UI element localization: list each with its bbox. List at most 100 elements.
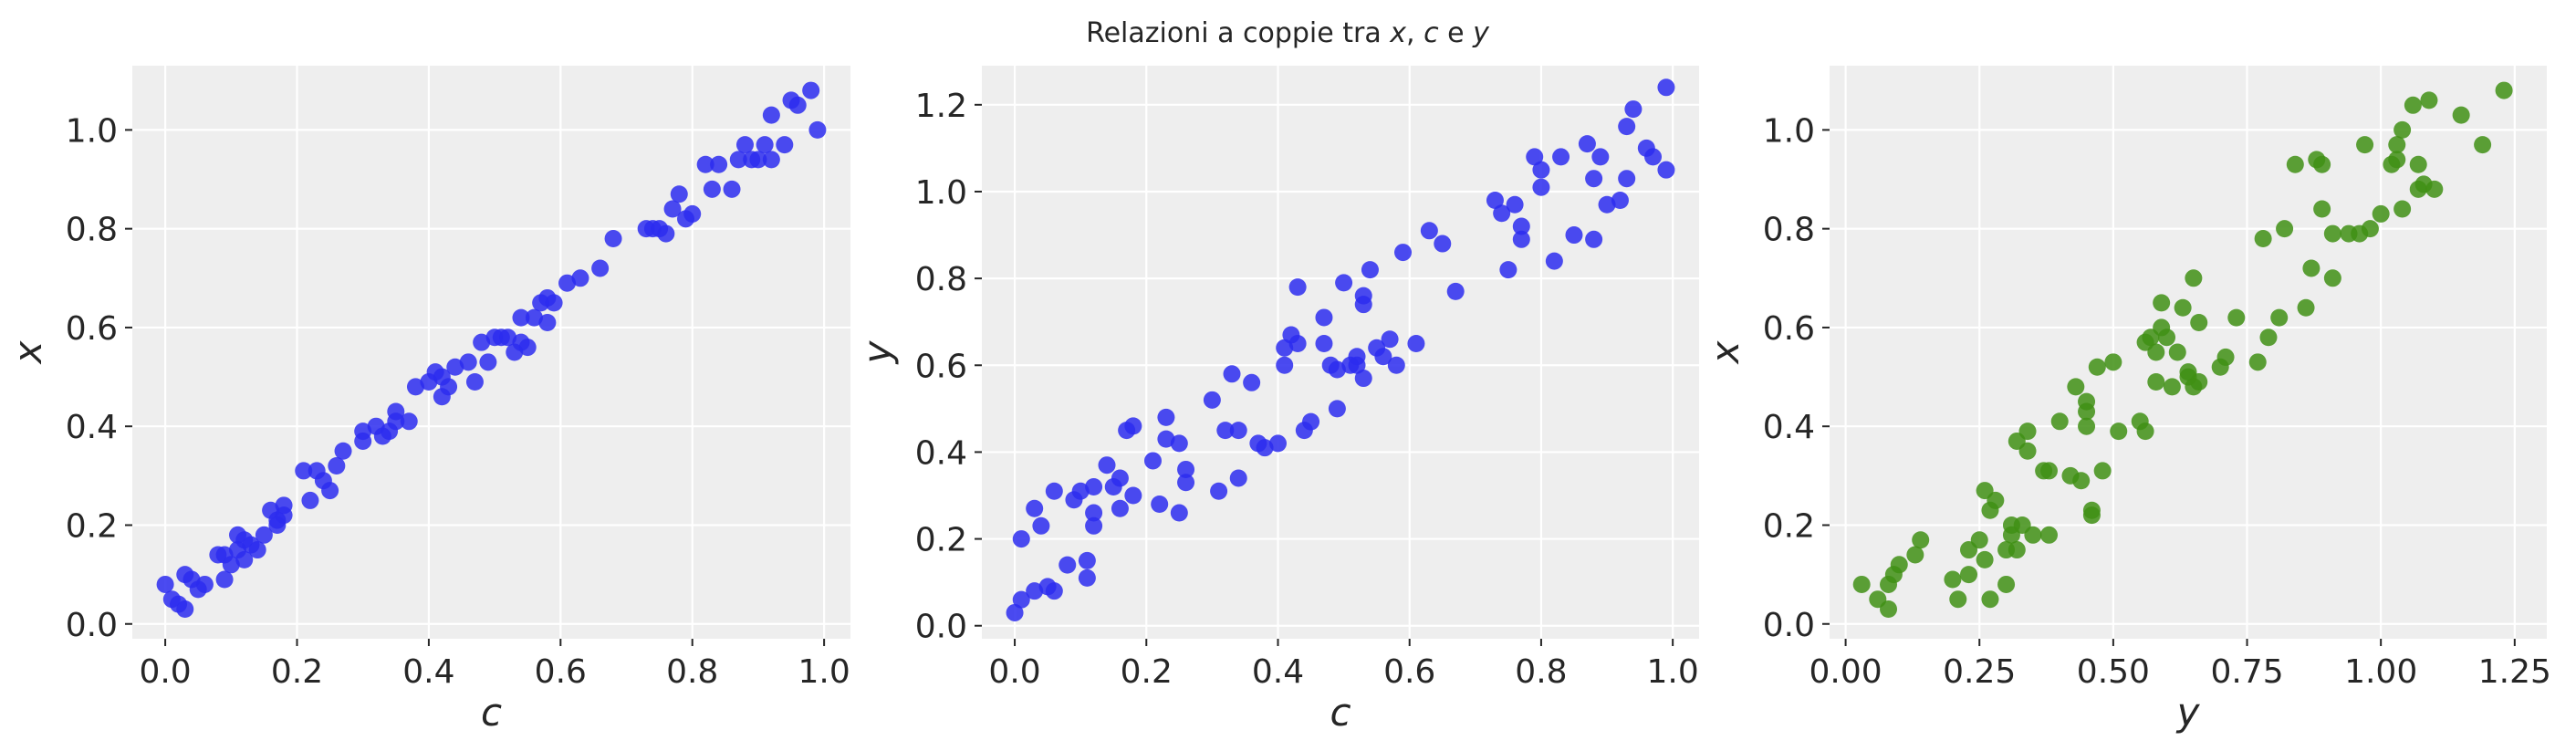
scatter-point (749, 151, 767, 169)
scatter-point (525, 308, 543, 327)
scatter-point (2147, 372, 2165, 391)
x-tick-label: 1.25 (2478, 653, 2551, 691)
scatter-point (1078, 568, 1096, 587)
scatter-point (2153, 294, 2171, 312)
scatter-point (1912, 531, 1930, 549)
scatter-point (1012, 590, 1030, 609)
scatter-point (1256, 439, 1274, 457)
scatter-point (1098, 456, 1116, 475)
y-tick-label: 0.4 (66, 409, 118, 446)
scatter-point (1045, 482, 1063, 500)
scatter-point (1348, 356, 1366, 374)
x-tick-label: 0.75 (2210, 653, 2283, 691)
scatter-point (2185, 269, 2203, 287)
scatter-point (1006, 603, 1024, 621)
scatter-point (1578, 135, 1596, 153)
scatter-series (156, 81, 827, 619)
scatter-point (459, 353, 477, 371)
scatter-point (1657, 78, 1675, 97)
scatter-point (248, 541, 266, 559)
scatter-point (1170, 504, 1188, 522)
scatter-point (2420, 91, 2438, 110)
scatter-point (1506, 195, 1524, 214)
scatter-point (2190, 314, 2208, 332)
scatter-point (1591, 148, 1610, 166)
scatter-point (195, 575, 214, 593)
y-tick-label: 0.0 (1763, 607, 1815, 644)
scatter-point (2136, 422, 2154, 441)
subplot-2: 0.0 0.2 0.4 0.6 0.8 1.0 0.0 0.2 0.4 0.6 0.8 1.0 1.2 c… (855, 66, 1699, 735)
scatter-point (2227, 308, 2246, 327)
scatter-point (1243, 373, 1261, 391)
plot-area (982, 66, 1699, 639)
y-tick-label: 1.2 (915, 88, 967, 125)
y-tick-label: 0.2 (66, 507, 118, 545)
subplots: 0.0 0.2 0.4 0.6 0.8 1.00.00.20.40.60.81.0cx0.… (5, 66, 2551, 735)
y-tick-label: 0.8 (915, 261, 967, 298)
scatter-point (1203, 391, 1221, 409)
scatter-point (2270, 308, 2289, 327)
scatter-point (1361, 261, 1379, 279)
scatter-point (2452, 106, 2470, 124)
scatter-point (1288, 334, 1307, 352)
scatter-point (1434, 235, 1452, 253)
x-tick-label: 1.0 (1647, 653, 1699, 691)
scatter-point (473, 333, 491, 351)
scatter-point (1420, 222, 1438, 240)
scatter-point (1997, 575, 2016, 593)
scatter-point (1354, 296, 1372, 314)
scatter-point (2404, 96, 2422, 114)
y-tick-label: 0.4 (915, 434, 967, 472)
scatter-point (1170, 434, 1188, 453)
scatter-point (1354, 370, 1372, 388)
scatter-point (328, 457, 346, 475)
figure-title-var-c: c (1424, 17, 1439, 49)
scatter-point (1585, 170, 1603, 188)
scatter-point (1085, 504, 1103, 522)
scatter-point (657, 224, 675, 243)
scatter-point (1315, 334, 1333, 352)
scatter-point (1157, 430, 1175, 448)
scatter-point (735, 136, 754, 154)
scatter-point (1657, 161, 1675, 179)
scatter-point (1177, 474, 1195, 492)
x-tick-label: 0.8 (666, 653, 718, 691)
scatter-point (1124, 486, 1142, 505)
scatter-point (1328, 400, 1346, 418)
scatter-point (1880, 600, 1898, 619)
scatter-point (1124, 417, 1142, 435)
scatter-point (591, 259, 610, 277)
figure-title-var-x: x (1389, 17, 1406, 49)
scatter-point (1315, 308, 1333, 327)
scatter-point (400, 412, 418, 431)
scatter-point (1276, 356, 1294, 374)
y-axis-label: x (5, 339, 50, 365)
x-tick-label: 0.0 (988, 653, 1040, 691)
scatter-point (255, 526, 273, 544)
y-tick-label: 0.4 (1763, 409, 1815, 446)
x-tick-label: 0.2 (271, 653, 323, 691)
scatter-point (1486, 191, 1504, 209)
scatter-point (1493, 204, 1511, 223)
scatter-point (1223, 365, 1241, 383)
scatter-point (1407, 334, 1425, 352)
scatter-point (1276, 339, 1294, 357)
figure-title-sep1: , (1406, 17, 1424, 49)
scatter-point (788, 96, 807, 114)
scatter-point (2110, 422, 2128, 441)
scatter-point (275, 506, 293, 525)
scatter-point (2093, 462, 2112, 480)
scatter-point (558, 274, 577, 292)
scatter-point (696, 155, 714, 173)
x-tick-label: 0.50 (2077, 653, 2150, 691)
scatter-point (1268, 434, 1287, 453)
scatter-point (2067, 378, 2085, 396)
scatter-point (499, 329, 517, 347)
scatter-point (2190, 372, 2208, 391)
scatter-point (235, 550, 254, 568)
y-tick-label: 0.6 (915, 348, 967, 385)
scatter-point (1026, 499, 1044, 517)
scatter-point (1987, 491, 2005, 509)
x-tick-label: 0.4 (1252, 653, 1304, 691)
x-axis-label: c (481, 690, 502, 735)
